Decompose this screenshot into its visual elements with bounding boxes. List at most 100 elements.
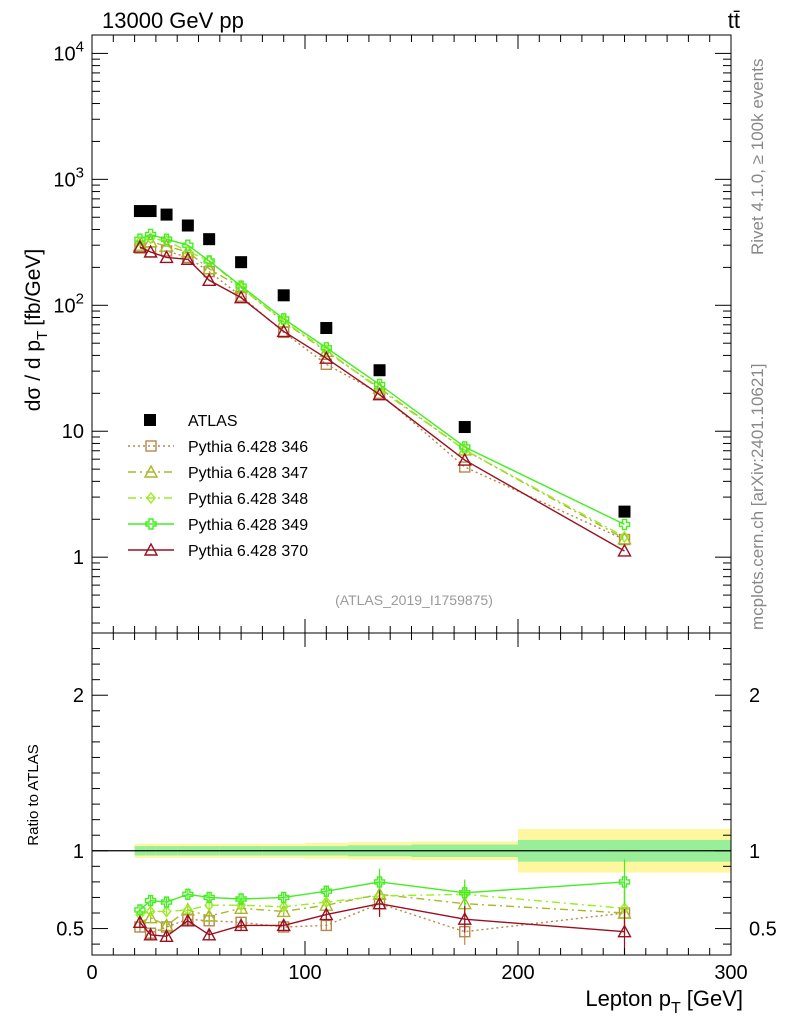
ratio-point-2 — [276, 903, 291, 918]
legend: ATLAS Pythia 6.428 346 Pythia 6.428 347 Pyt… — [128, 413, 308, 560]
ratio-point-4 — [203, 891, 215, 904]
ratio-point-4 — [134, 904, 146, 916]
ratio-point-4 — [144, 894, 157, 907]
legend-label: Pythia 6.428 346 — [188, 439, 308, 456]
series-line-2 — [139, 240, 625, 540]
ratio-point-3 — [204, 899, 215, 912]
ratio-point-4 — [320, 885, 332, 897]
ratio-point-3 — [278, 900, 289, 913]
series-point-5 — [276, 323, 291, 338]
ratio-point-4 — [618, 876, 631, 888]
series-line-1 — [139, 247, 625, 541]
ratio-plot-panel: 0.5 0.5 1 1 2 2 — [56, 632, 777, 956]
series-point-4 — [144, 228, 157, 241]
series-point-5 — [201, 272, 217, 286]
ratio-point-5 — [372, 896, 387, 910]
ratio-point-3 — [145, 905, 156, 918]
y-tick-label: 1 — [73, 547, 84, 569]
atlas-data-point — [320, 322, 333, 335]
ratio-tick-label-left: 0.5 — [56, 919, 84, 941]
ratio-point-5 — [319, 907, 334, 921]
ratio-point-5 — [457, 911, 472, 925]
series-point-4 — [160, 233, 173, 245]
ratio-point-4 — [235, 893, 247, 905]
ratio-tick-label-right: 1 — [749, 841, 760, 863]
legend-label: Pythia 6.428 370 — [188, 543, 308, 560]
legend-marker — [146, 491, 156, 505]
legend-marker — [143, 464, 159, 478]
series-point-5 — [617, 543, 632, 557]
ratio-point-5 — [159, 928, 174, 943]
x-tick-label: 100 — [288, 962, 321, 984]
series-point-4 — [618, 518, 631, 531]
ratio-point-5 — [180, 913, 196, 927]
ratio-point-4 — [278, 891, 290, 904]
series-point-3 — [161, 234, 172, 247]
ratio-point-4 — [373, 876, 386, 888]
series-point-5 — [457, 452, 472, 466]
analysis-id-watermark: (ATLAS_2019_I1759875) — [335, 592, 493, 608]
atlas-data-point — [235, 256, 248, 269]
ratio-point-1 — [320, 919, 332, 932]
process-label: 13000 GeV pp — [102, 8, 244, 33]
ratio-tick-label-left: 2 — [73, 685, 84, 707]
atlas-data-point — [144, 205, 157, 218]
ratio-point-4 — [160, 896, 173, 908]
atlas-data-point — [618, 505, 631, 518]
atlas-data-point — [277, 289, 290, 302]
mcplots-credit-label: mcplots.cern.ch [arXiv:2401.10621] — [748, 364, 767, 630]
series-point-4 — [235, 280, 247, 292]
atlas-data-point — [458, 421, 471, 434]
legend-marker — [143, 542, 159, 556]
series-point-3 — [135, 235, 145, 248]
legend-marker-atlas — [144, 414, 156, 426]
series-point-5 — [319, 350, 334, 364]
y-tick-label: 102 — [53, 290, 84, 317]
series-point-5 — [372, 387, 387, 401]
ratio-axis-label: Ratio to ATLAS — [25, 744, 42, 845]
ratio-tick-label-left: 1 — [73, 841, 84, 863]
legend-label: Pythia 6.428 348 — [188, 491, 308, 508]
atlas-data-point — [160, 208, 173, 221]
ratio-point-2 — [143, 910, 158, 924]
ratio-point-5 — [132, 914, 148, 929]
ratio-point-5 — [143, 927, 158, 941]
series-point-5 — [180, 251, 196, 265]
series-point-2 — [132, 237, 148, 251]
series-point-5 — [233, 290, 249, 304]
legend-marker — [145, 440, 157, 452]
y-tick-label: 104 — [53, 38, 84, 65]
ratio-point-5 — [276, 917, 291, 932]
series-point-4 — [278, 313, 290, 325]
series-point-4 — [459, 441, 471, 453]
series-point-4 — [373, 378, 386, 391]
y-tick-label: 10 — [62, 421, 84, 443]
series-point-5 — [159, 249, 174, 264]
legend-label: ATLAS — [188, 413, 238, 430]
series-point-4 — [182, 239, 194, 251]
x-tick-label: 300 — [714, 962, 747, 984]
y-axis-label: dσ / d pT[fb/GeV] — [22, 249, 51, 412]
atlas-data-point — [203, 233, 216, 246]
final-state-label: tt̄ — [728, 8, 740, 33]
x-tick-label: 0 — [86, 962, 97, 984]
atlas-data-point — [373, 364, 386, 377]
ratio-point-5 — [201, 927, 217, 941]
series-point-3 — [321, 344, 332, 357]
ratio-tick-label-right: 0.5 — [749, 919, 777, 941]
atlas-data-point — [181, 219, 194, 232]
ratio-point-2 — [233, 900, 249, 915]
x-tick-label: 200 — [501, 962, 534, 984]
y-tick-label: 103 — [53, 164, 84, 191]
main-plot-panel: 1 10 102 103 104 — [53, 34, 732, 634]
series-point-4 — [203, 255, 215, 267]
legend-marker — [145, 518, 157, 530]
ratio-point-5 — [617, 924, 632, 938]
ratio-point-4 — [459, 887, 471, 899]
series-point-4 — [320, 342, 332, 354]
rivet-version-label: Rivet 4.1.0, ≥ 100k events — [748, 59, 767, 255]
series-point-1 — [320, 358, 332, 370]
series-point-1 — [459, 461, 471, 473]
legend-label: Pythia 6.428 347 — [188, 465, 308, 482]
